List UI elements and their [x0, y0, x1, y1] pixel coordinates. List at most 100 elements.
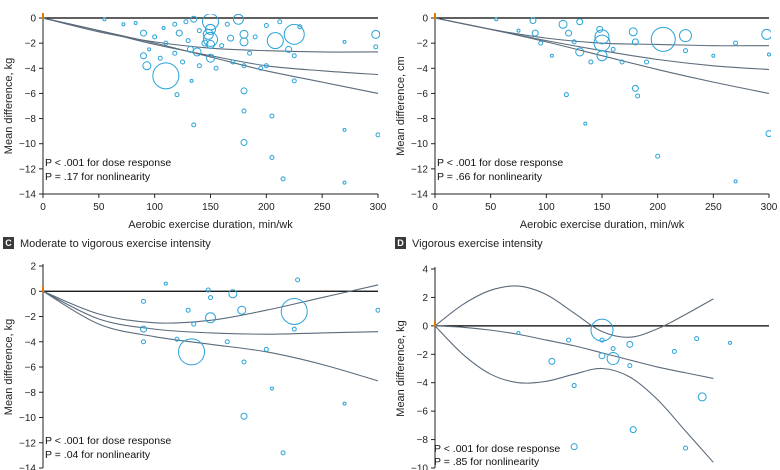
data-point [237, 305, 247, 315]
p-value-note: P < .001 for dose response [434, 443, 560, 455]
data-point [141, 298, 146, 304]
data-point [102, 17, 107, 22]
y-tick-label: −8 [417, 435, 429, 446]
y-axis-title: Mean difference, kg [395, 320, 407, 416]
y-tick-label: −10 [411, 464, 428, 470]
data-point [192, 47, 202, 57]
data-point [232, 14, 244, 25]
x-tick-label: 0 [40, 202, 46, 213]
x-tick-label: 150 [202, 202, 219, 213]
data-point [142, 61, 152, 71]
data-point [733, 40, 739, 46]
data-point [202, 14, 219, 31]
data-point [269, 155, 275, 161]
x-tick-label: 150 [594, 202, 611, 213]
data-point [280, 297, 308, 325]
data-point [375, 132, 380, 138]
y-tick-label: −8 [25, 388, 37, 399]
y-tick-label: −12 [19, 164, 36, 175]
data-point [258, 65, 264, 71]
data-point [342, 180, 347, 185]
y-tick-label: −10 [19, 139, 36, 150]
data-point [185, 38, 191, 44]
panel-title: Vigorous exercise intensity [412, 238, 543, 250]
data-point [291, 53, 297, 59]
data-point [575, 47, 585, 57]
x-tick-label: 300 [761, 202, 778, 213]
y-tick-label: −6 [417, 407, 429, 418]
x-tick-label: 250 [314, 202, 331, 213]
data-point [571, 39, 577, 45]
data-point [240, 138, 248, 146]
data-point [342, 401, 347, 406]
y-tick-label: −2 [25, 39, 37, 50]
data-point [240, 87, 248, 95]
data-point [733, 179, 738, 184]
x-axis-title: Aerobic exercise duration, min/wk [128, 219, 293, 231]
data-point [295, 277, 301, 283]
data-point [728, 340, 733, 345]
y-tick-label: −8 [25, 114, 37, 125]
data-point [516, 28, 521, 33]
data-point [178, 338, 206, 366]
data-point [588, 59, 594, 65]
data-point [280, 450, 286, 456]
y-tick-label: 2 [422, 293, 428, 304]
data-point [185, 307, 191, 313]
data-point [224, 21, 230, 27]
data-point [191, 122, 197, 128]
y-tick-label: −10 [19, 413, 36, 424]
curve-lower-bound [43, 290, 379, 382]
data-point [596, 50, 608, 62]
data-point [563, 92, 569, 98]
curve-lower-bound [435, 17, 770, 94]
p-value-note: P < .001 for dose response [437, 157, 563, 169]
data-point [671, 348, 677, 354]
y-tick-label: −14 [411, 190, 428, 201]
y-tick-label: −6 [25, 89, 37, 100]
data-point [175, 29, 183, 37]
data-point [203, 31, 218, 47]
data-point [629, 426, 637, 434]
data-point [269, 113, 275, 119]
data-point [201, 39, 209, 47]
y-tick-label: −4 [417, 64, 429, 75]
data-point [291, 78, 297, 84]
data-point [277, 19, 283, 25]
p-value-note: P = .85 for nonlinearity [434, 456, 540, 468]
data-point [558, 19, 568, 29]
data-point [373, 44, 379, 50]
p-value-note: P = .66 for nonlinearity [437, 171, 543, 183]
data-point [269, 386, 274, 391]
panel-c: C Moderate to vigorous exercise intensity… [3, 237, 380, 470]
x-tick-label: 0 [432, 202, 438, 213]
data-point [140, 29, 147, 37]
data-point [205, 287, 211, 293]
data-point [635, 93, 641, 99]
curve-lower-bound [435, 325, 714, 463]
data-point [263, 63, 269, 69]
data-point [240, 412, 248, 420]
data-point [679, 29, 692, 43]
data-point [228, 289, 238, 299]
y-tick-label: −2 [25, 312, 37, 323]
data-point [208, 295, 213, 301]
data-point [152, 62, 180, 90]
curve-upper-bound [43, 284, 379, 324]
data-point [761, 28, 771, 40]
plot-area [435, 285, 733, 463]
curve-upper-bound [43, 17, 379, 53]
data-point [631, 84, 639, 92]
data-point [263, 346, 269, 352]
x-tick-label: 50 [93, 202, 105, 213]
data-point [263, 23, 269, 29]
data-point [147, 47, 152, 52]
p-value-note: P < .001 for dose response [45, 435, 171, 447]
data-point [280, 176, 286, 182]
plot-area [435, 17, 771, 184]
data-point [765, 130, 771, 138]
data-point [161, 26, 166, 31]
y-tick-label: −2 [417, 350, 429, 361]
curve-estimate [435, 325, 714, 379]
